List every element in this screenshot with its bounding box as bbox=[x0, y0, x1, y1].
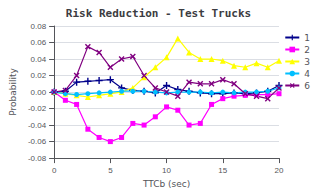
svg-text:0: 0 bbox=[52, 166, 57, 175]
svg-text:TTCb (sec): TTCb (sec) bbox=[142, 179, 190, 189]
svg-text:10: 10 bbox=[162, 166, 171, 175]
svg-text:5: 5 bbox=[108, 166, 113, 175]
svg-text:Probability: Probability bbox=[8, 68, 18, 116]
svg-text:-0.08: -0.08 bbox=[28, 154, 47, 163]
svg-text:2: 2 bbox=[304, 45, 310, 55]
svg-text:6: 6 bbox=[304, 81, 310, 91]
svg-text:0.04: 0.04 bbox=[31, 55, 47, 64]
svg-text:3: 3 bbox=[304, 57, 310, 67]
svg-text:0.08: 0.08 bbox=[31, 22, 47, 31]
svg-text:-0.04: -0.04 bbox=[28, 121, 47, 130]
svg-text:4: 4 bbox=[304, 69, 310, 79]
svg-text:-0.06: -0.06 bbox=[28, 137, 47, 146]
svg-text:15: 15 bbox=[218, 166, 227, 175]
svg-text:Risk Reduction - Test Trucks: Risk Reduction - Test Trucks bbox=[66, 7, 251, 20]
svg-text:1: 1 bbox=[304, 33, 310, 43]
svg-text:20: 20 bbox=[275, 166, 284, 175]
svg-text:-0.02: -0.02 bbox=[28, 104, 47, 113]
svg-text:0.00: 0.00 bbox=[31, 88, 47, 97]
svg-text:0.06: 0.06 bbox=[31, 38, 47, 47]
svg-text:0.02: 0.02 bbox=[31, 71, 47, 80]
